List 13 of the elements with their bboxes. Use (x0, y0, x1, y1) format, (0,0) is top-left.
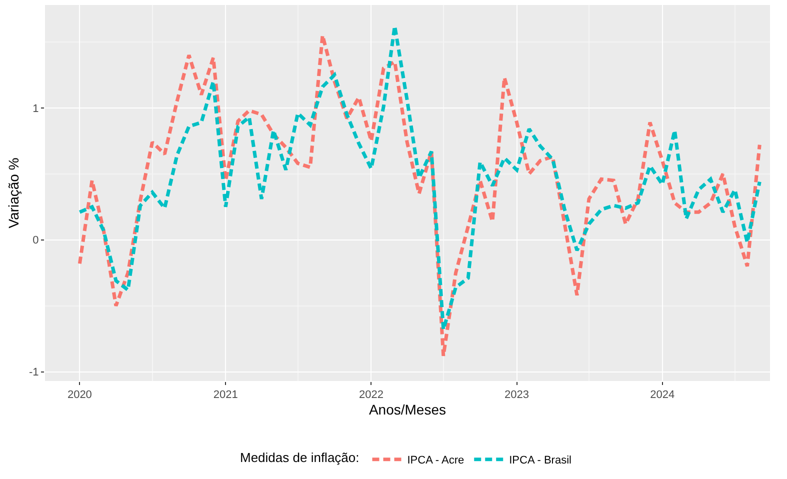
legend-label: IPCA - Acre (407, 454, 464, 467)
y-tick-label: 0 (32, 234, 39, 247)
x-tick-label: 2021 (213, 389, 238, 402)
y-tick-label: 1 (32, 102, 39, 115)
x-tick-label: 2020 (67, 389, 92, 402)
x-axis-title: Anos/Meses (368, 402, 446, 418)
x-tick-label: 2022 (358, 389, 384, 402)
y-axis-title: Variação % (6, 158, 22, 228)
x-tick-label: 2024 (650, 389, 675, 402)
x-tick-label: 2023 (504, 389, 530, 402)
y-tick-label: -1 (29, 366, 39, 379)
legend-label: IPCA - Brasil (509, 454, 572, 467)
legend-title: Medidas de inflação: (240, 450, 360, 465)
